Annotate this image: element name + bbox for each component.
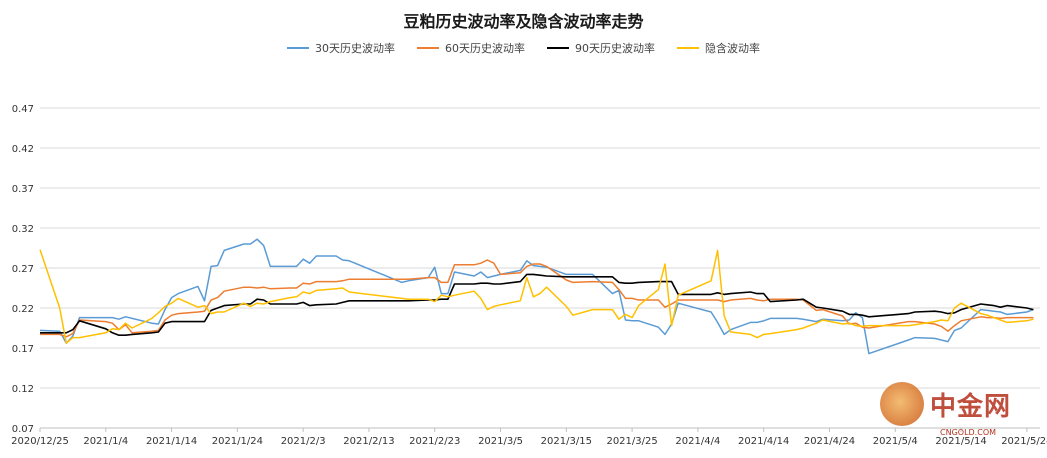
watermark-url: CNGOLD.COM [940, 428, 997, 437]
x-tick-label: 2020/12/25 [11, 436, 69, 447]
y-tick-label: 0.07 [12, 424, 34, 435]
y-tick-label: 0.37 [12, 184, 34, 195]
legend-swatch [417, 47, 439, 49]
x-tick-label: 2021/2/13 [343, 436, 394, 447]
legend-label: 隐含波动率 [705, 42, 760, 55]
legend-label: 30天历史波动率 [315, 42, 395, 55]
series-line [40, 273, 1034, 337]
x-tick-label: 2021/4/24 [804, 436, 855, 447]
x-tick-label: 2021/1/14 [146, 436, 197, 447]
y-tick-label: 0.22 [12, 304, 34, 315]
x-tick-label: 2021/2/23 [409, 436, 460, 447]
y-tick-label: 0.32 [12, 224, 34, 235]
x-tick-label: 2021/3/5 [478, 436, 523, 447]
watermark: 中金网 [880, 382, 1011, 426]
x-tick-label: 2021/3/25 [606, 436, 657, 447]
legend-item: 90天历史波动率 [547, 40, 655, 56]
y-tick-label: 0.47 [12, 104, 34, 115]
legend-item: 60天历史波动率 [417, 40, 525, 56]
series-line [39, 238, 1034, 355]
chart-legend: 30天历史波动率 60天历史波动率 90天历史波动率 隐含波动率 [0, 40, 1047, 56]
legend-label: 60天历史波动率 [445, 42, 525, 55]
x-tick-label: 2021/1/24 [212, 436, 263, 447]
cngold-logo-icon [880, 382, 924, 426]
legend-item: 隐含波动率 [677, 40, 760, 56]
y-tick-label: 0.27 [12, 264, 34, 275]
x-tick-label: 2021/4/14 [738, 436, 789, 447]
y-tick-label: 0.17 [12, 344, 34, 355]
series-line [39, 249, 1034, 344]
x-tick-label: 2021/2/3 [281, 436, 326, 447]
legend-label: 90天历史波动率 [575, 42, 655, 55]
y-tick-label: 0.12 [12, 384, 34, 395]
legend-swatch [287, 47, 309, 49]
legend-item: 30天历史波动率 [287, 40, 395, 56]
watermark-brand: 中金网 [930, 391, 1012, 422]
legend-swatch [677, 47, 699, 49]
x-tick-label: 2021/5/24 [1001, 436, 1047, 447]
x-tick-label: 2021/4/4 [675, 436, 720, 447]
x-tick-label: 2021/5/14 [935, 436, 986, 447]
y-tick-label: 0.42 [12, 144, 34, 155]
legend-swatch [547, 47, 569, 49]
x-tick-label: 2021/1/4 [83, 436, 128, 447]
x-tick-label: 2021/3/15 [541, 436, 592, 447]
x-tick-label: 2021/5/4 [873, 436, 918, 447]
chart-title: 豆粕历史波动率及隐含波动率走势 [403, 12, 644, 31]
